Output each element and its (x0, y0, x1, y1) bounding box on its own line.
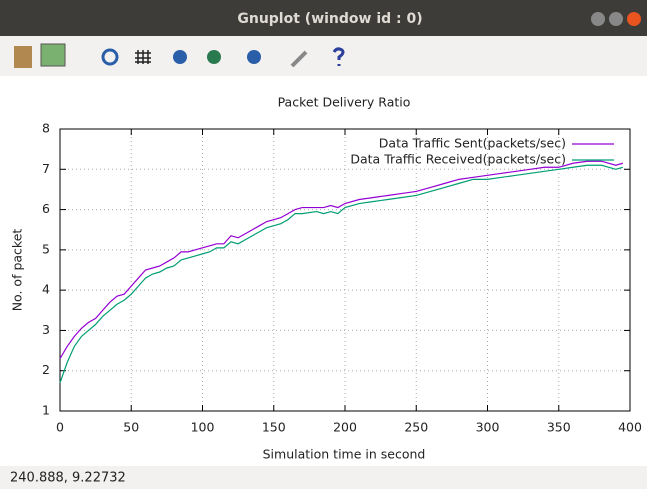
y-tick-label: 7 (42, 161, 50, 176)
y-tick-label: 3 (42, 322, 50, 337)
grid-icon[interactable] (135, 50, 151, 64)
series-line (59, 160, 624, 359)
settings-icon[interactable] (290, 50, 308, 68)
x-axis-label: Simulation time in second (263, 447, 426, 462)
x-tick-label: 350 (547, 420, 571, 435)
y-tick-label: 8 (42, 121, 50, 136)
legend-label: Data Traffic Sent(packets/sec) (379, 136, 566, 151)
close-button[interactable] (627, 12, 641, 26)
minimize-button[interactable] (591, 12, 605, 26)
plot-frame (59, 128, 631, 412)
x-tick-label: 250 (404, 420, 428, 435)
legend-label: Data Traffic Received(packets/sec) (350, 152, 566, 167)
window-title: Gnuplot (window id : 0) (237, 11, 422, 27)
x-tick-label: 400 (618, 420, 642, 435)
maximize-button[interactable] (609, 12, 623, 26)
x-tick-label: 0 (56, 420, 64, 435)
autoscale-icon[interactable] (247, 50, 261, 64)
y-tick-label: 2 (42, 362, 50, 377)
status-text: 240.888, 9.22732 (10, 471, 126, 486)
y-tick-label: 1 (42, 403, 50, 418)
chart-title: Packet Delivery Ratio (278, 95, 411, 110)
toolbar (0, 36, 647, 76)
y-tick-label: 6 (42, 201, 50, 216)
status-bar (0, 466, 647, 489)
x-tick-label: 50 (123, 420, 139, 435)
y-tick-label: 5 (42, 241, 50, 256)
x-tick-label: 200 (333, 420, 357, 435)
help-icon[interactable] (332, 47, 345, 66)
zoom-prev-icon[interactable] (173, 50, 187, 64)
series-line (59, 164, 624, 384)
title-bar (0, 0, 647, 36)
x-tick-label: 150 (262, 420, 286, 435)
zoom-next-icon[interactable] (207, 50, 221, 64)
y-tick-label: 4 (42, 282, 50, 297)
x-tick-label: 100 (191, 420, 215, 435)
y-axis-label: No. of packet (10, 229, 25, 312)
copy-icon[interactable] (14, 46, 32, 68)
x-tick-label: 300 (476, 420, 500, 435)
export-icon[interactable] (40, 43, 66, 67)
replot-icon[interactable] (101, 48, 119, 66)
